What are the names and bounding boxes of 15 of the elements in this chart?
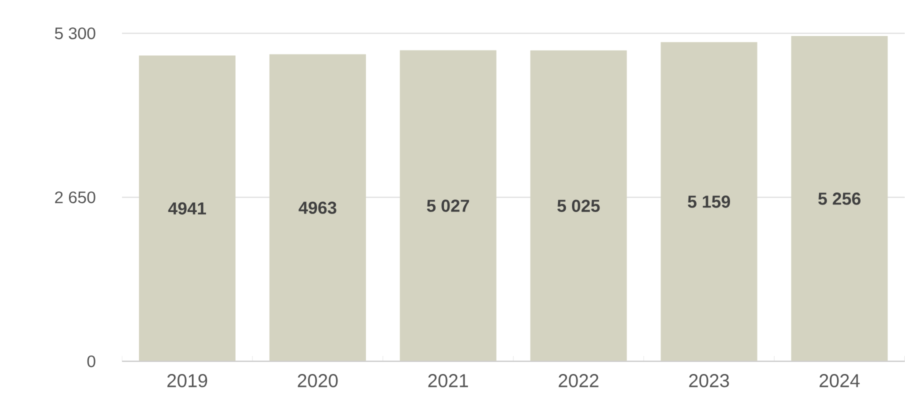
x-tick-label: 2022 <box>558 374 598 388</box>
y-tick-label: 0 <box>87 355 96 368</box>
data-label: 4941 <box>168 202 206 215</box>
y-tick-label: 2 650 <box>55 191 96 204</box>
data-label: 5 027 <box>426 200 470 212</box>
x-tick-label: 2024 <box>820 374 860 388</box>
data-label: 5 159 <box>688 196 730 208</box>
data-label: 4963 <box>298 202 336 214</box>
y-tick-label: 5 300 <box>54 27 96 40</box>
data-label: 5 025 <box>557 200 600 212</box>
data-label: 5 256 <box>818 192 860 205</box>
x-tick-label: 2023 <box>689 374 729 388</box>
x-tick-label: 2021 <box>428 374 468 388</box>
x-tick-label: 2019 <box>167 374 208 388</box>
x-tick-label: 2020 <box>298 374 338 388</box>
